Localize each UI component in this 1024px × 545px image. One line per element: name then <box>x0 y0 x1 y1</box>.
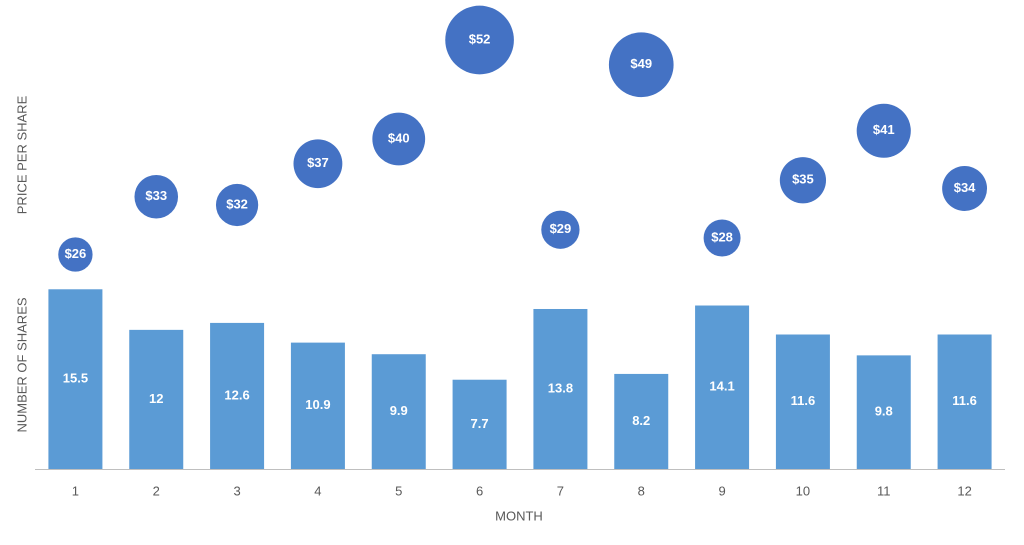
bubble-value-label: $49 <box>630 56 652 71</box>
bar-value-label: 10.9 <box>305 397 330 412</box>
bar-value-label: 11.6 <box>952 393 977 408</box>
bubble <box>541 210 580 249</box>
bubble-value-label: $34 <box>954 180 976 195</box>
bubble <box>58 237 93 272</box>
x-tick-label: 9 <box>718 483 725 498</box>
bar <box>48 289 103 469</box>
x-tick-label: 2 <box>153 483 160 498</box>
bubble-value-label: $28 <box>711 229 733 244</box>
bubble <box>372 112 426 166</box>
bubble <box>779 157 827 204</box>
x-tick-label: 3 <box>233 483 240 498</box>
bar <box>937 334 992 469</box>
x-tick-label: 12 <box>957 483 971 498</box>
bubble-value-label: $32 <box>226 196 248 211</box>
x-tick-label: 1 <box>72 483 79 498</box>
bar-value-label: 13.8 <box>548 380 573 395</box>
bar <box>856 355 911 469</box>
bubble-value-label: $33 <box>145 188 167 203</box>
bar-value-label: 15.5 <box>63 371 88 386</box>
bar <box>210 322 265 469</box>
bar-value-label: 12.6 <box>224 387 249 402</box>
x-tick-label: 10 <box>796 483 810 498</box>
bubble-value-label: $37 <box>307 155 329 170</box>
bar <box>533 308 588 469</box>
bubble-value-label: $41 <box>873 122 895 137</box>
bar-value-label: 12 <box>149 391 163 406</box>
bar <box>775 334 830 469</box>
bar <box>452 379 507 469</box>
bubble <box>608 32 674 98</box>
y-axis-label: NUMBER OF SHARES <box>14 297 29 432</box>
bar <box>129 329 184 469</box>
bar <box>614 373 669 469</box>
x-axis-label: MONTH <box>495 508 543 523</box>
bubble <box>215 183 259 227</box>
bubble <box>134 174 179 219</box>
bubble <box>942 166 988 211</box>
bar-value-label: 7.7 <box>471 416 489 431</box>
x-tick-label: 4 <box>314 483 321 498</box>
x-tick-label: 5 <box>395 483 402 498</box>
x-tick-label: 8 <box>638 483 645 498</box>
bar <box>371 354 426 469</box>
bubble <box>703 219 741 257</box>
bar-value-label: 11.6 <box>791 393 816 408</box>
bubble <box>445 5 514 75</box>
y2-axis-label: PRICE PER SHARE <box>14 95 29 214</box>
x-tick-label: 6 <box>476 483 483 498</box>
x-tick-label: 7 <box>557 483 564 498</box>
bar-value-label: 14.1 <box>709 379 734 394</box>
bar <box>290 342 345 469</box>
bar-value-label: 9.9 <box>390 403 408 418</box>
bubble <box>856 103 911 158</box>
bar <box>695 305 750 469</box>
bubble <box>293 139 343 189</box>
bubble-value-label: $40 <box>388 130 410 145</box>
bar-value-label: 9.8 <box>875 404 893 419</box>
bar-value-label: 8.2 <box>632 413 650 428</box>
x-tick-label: 11 <box>877 483 891 498</box>
bubble-value-label: $26 <box>65 246 87 261</box>
bubble-value-label: $29 <box>550 221 572 236</box>
bubble-value-label: $52 <box>469 31 491 46</box>
bubble-value-label: $35 <box>792 172 814 187</box>
